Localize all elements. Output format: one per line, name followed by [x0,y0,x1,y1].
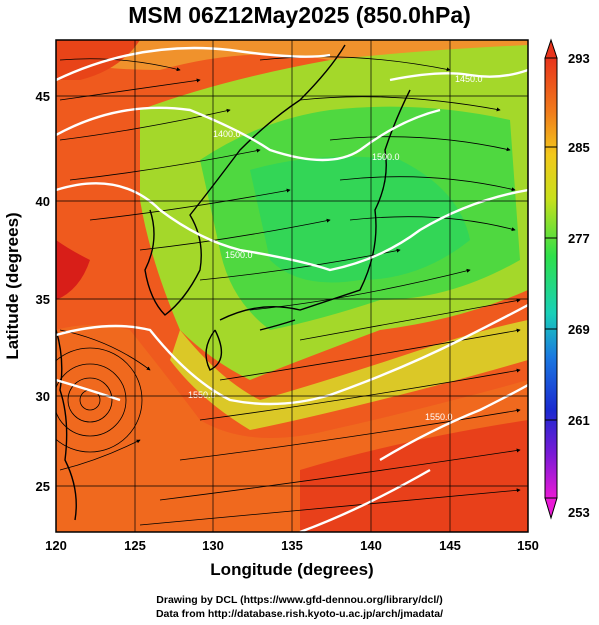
colorbar: 293 285 277 269 261 253 [544,38,590,520]
credit-data: Data from http://database.rish.kyoto-u.a… [155,608,444,620]
contour-label: 1450.0 [455,74,483,84]
credit-drawing: Drawing by DCL (https://www.gfd-dennou.o… [156,594,443,606]
colorbar-tick-label: 277 [568,231,590,246]
credits: Drawing by DCL (https://www.gfd-dennou.o… [0,593,599,621]
y-axis-ticks: 25 30 35 40 45 [36,89,50,494]
height-contours [56,46,528,532]
contour-label: 1550.0 [188,390,216,400]
x-tick-label: 140 [360,538,382,553]
colorbar-tick-label: 261 [568,413,590,428]
y-tick-label: 40 [36,194,50,209]
contour-label: 1500.0 [225,250,253,260]
colorbar-tick-label: 253 [568,505,590,520]
x-tick-label: 135 [281,538,303,553]
map-title: MSM 06Z12May2025 (850.0hPa) [128,2,471,28]
x-axis-label: Longitude (degrees) [210,560,373,579]
coastline [56,44,411,521]
x-tick-label: 130 [202,538,224,553]
x-tick-label: 125 [124,538,146,553]
y-tick-label: 30 [36,389,50,404]
x-tick-label: 145 [439,538,461,553]
x-tick-label: 150 [517,538,539,553]
plot-frame [55,39,529,533]
contour-labels: 1400.0 1450.0 1500.0 1550.0 1550.0 1500.… [188,74,483,422]
colorbar-tick-label: 285 [568,140,590,155]
contour-label: 1400.0 [213,129,241,139]
y-tick-label: 35 [36,292,50,307]
graticule [56,40,528,532]
x-axis-ticks: 120 125 130 135 140 145 150 [45,538,539,553]
x-tick-label: 120 [45,538,67,553]
y-tick-label: 45 [36,89,50,104]
contour-label: 1500.0 [372,152,400,162]
y-axis-label: Latitude (degrees) [3,212,22,359]
y-tick-label: 25 [36,479,50,494]
colorbar-tick-label: 293 [568,51,590,66]
colorbar-tick-label: 269 [568,322,590,337]
contour-label: 1550.0 [425,412,453,422]
